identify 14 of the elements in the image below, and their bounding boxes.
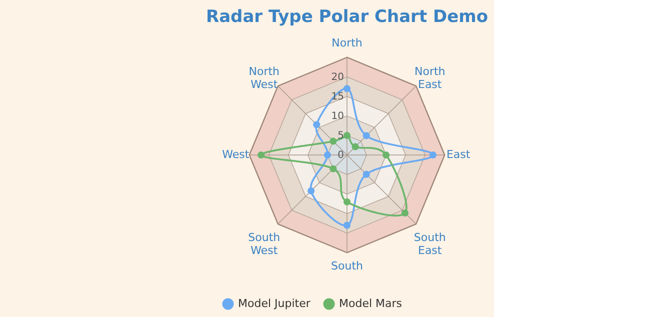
chart-title: Radar Type Polar Chart Demo	[206, 7, 488, 27]
legend-label: Model Mars	[339, 297, 402, 310]
spoke-label: South East	[414, 230, 446, 257]
spoke-label: North	[332, 36, 362, 50]
y-tick-label: 20	[331, 72, 344, 83]
spoke-label: South	[331, 259, 364, 272]
spoke-label: East	[446, 148, 471, 161]
spoke-label: North West	[248, 65, 280, 92]
y-tick-label: 10	[331, 110, 344, 122]
spoke-label: South West	[248, 230, 280, 257]
spoke-label: North East	[414, 65, 446, 92]
legend-label: Model Jupiter	[238, 297, 311, 310]
spoke-label: West	[222, 148, 250, 161]
y-tick-label: 0	[338, 150, 344, 161]
